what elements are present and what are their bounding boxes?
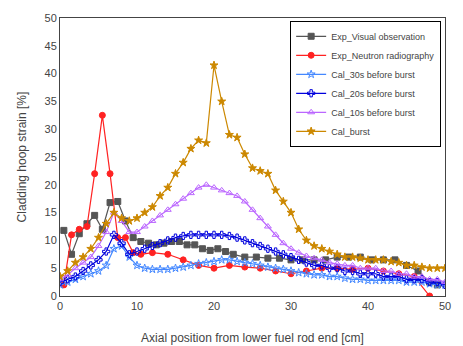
- svg-text:5: 5: [51, 262, 57, 274]
- svg-text:20: 20: [45, 179, 57, 191]
- svg-text:15: 15: [45, 206, 57, 218]
- svg-text:30: 30: [45, 123, 57, 135]
- svg-text:40: 40: [362, 300, 374, 312]
- svg-text:Cal_10s before burst: Cal_10s before burst: [331, 108, 415, 118]
- svg-text:50: 50: [439, 300, 451, 312]
- svg-text:45: 45: [45, 40, 57, 52]
- svg-text:35: 35: [45, 95, 57, 107]
- svg-text:25: 25: [45, 151, 57, 163]
- svg-text:Cal_20s before burst: Cal_20s before burst: [331, 89, 415, 99]
- svg-text:0: 0: [51, 290, 57, 302]
- svg-text:Axial position from lower fuel: Axial position from lower fuel rod end […: [141, 331, 364, 345]
- svg-text:Cal_burst: Cal_burst: [331, 127, 370, 137]
- svg-text:Exp_Neutron radiography: Exp_Neutron radiography: [331, 51, 434, 61]
- svg-text:50: 50: [45, 12, 57, 24]
- svg-text:Exp_Visual observation: Exp_Visual observation: [331, 32, 425, 42]
- svg-text:20: 20: [208, 300, 220, 312]
- svg-text:10: 10: [131, 300, 143, 312]
- svg-text:10: 10: [45, 234, 57, 246]
- svg-text:Cal_30s before burst: Cal_30s before burst: [331, 70, 415, 80]
- svg-text:30: 30: [285, 300, 297, 312]
- svg-text:Cladding hoop strain [%]: Cladding hoop strain [%]: [15, 92, 29, 223]
- svg-text:40: 40: [45, 67, 57, 79]
- svg-text:0: 0: [57, 300, 63, 312]
